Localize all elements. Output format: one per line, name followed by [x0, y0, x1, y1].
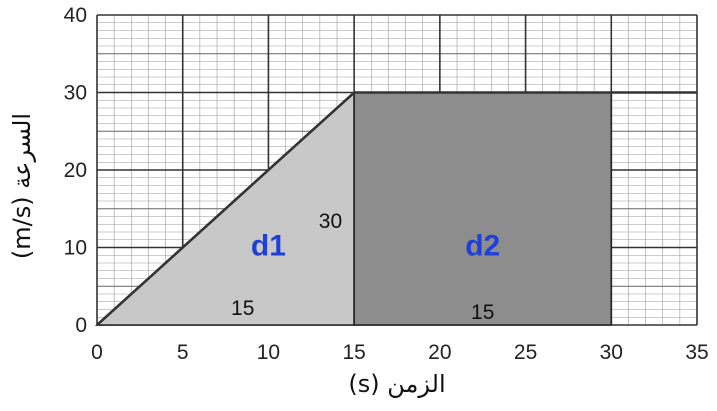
y-tick-label: 20: [64, 159, 87, 182]
x-axis-title: الزمن (s): [348, 370, 445, 398]
region-name-d1: d1: [251, 229, 286, 262]
x-tick-label: 0: [91, 341, 103, 364]
x-tick-label: 30: [600, 341, 623, 364]
region-d2: [353, 91, 613, 326]
x-tick-label: 20: [428, 341, 451, 364]
region-name-d2: d2: [465, 229, 500, 262]
region-annotations: d1 d2 15 30 15: [231, 210, 500, 324]
y-axis-title: السرعة (m/s): [8, 113, 36, 259]
triangle-height-label: 30: [319, 210, 342, 233]
x-tick-label: 10: [257, 341, 280, 364]
triangle-base-label: 15: [231, 297, 254, 320]
x-tick-label: 35: [685, 341, 708, 364]
y-tick-label: 30: [64, 82, 87, 105]
x-tick-label: 5: [177, 341, 189, 364]
x-tick-label: 25: [514, 341, 537, 364]
y-tick-label: 10: [64, 237, 87, 260]
y-tick-label: 0: [75, 314, 87, 337]
x-tick-label: 15: [342, 341, 365, 364]
series-lines: [96, 91, 697, 326]
y-tick-label: 40: [64, 4, 87, 27]
rectangle-base-label: 15: [471, 301, 494, 324]
velocity-line: [96, 91, 697, 326]
